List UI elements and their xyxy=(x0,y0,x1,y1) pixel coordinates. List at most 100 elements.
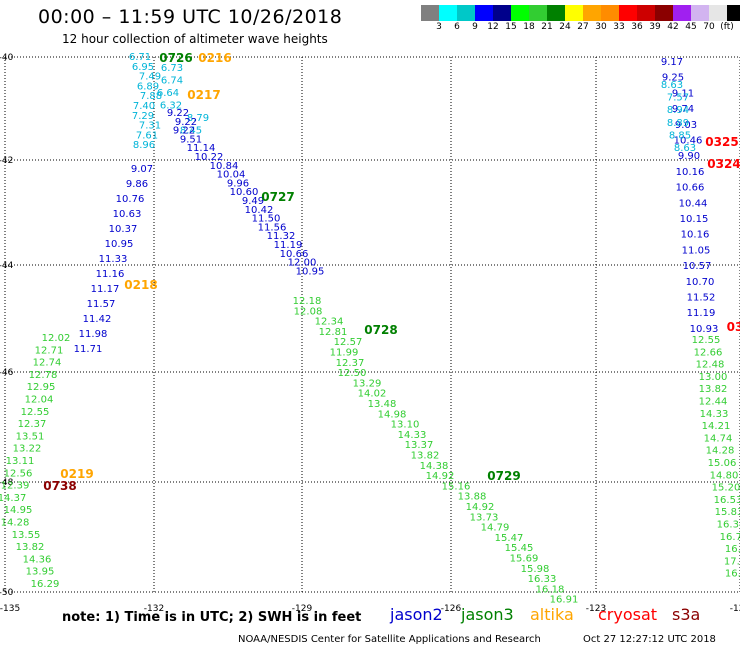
pass-time-label: 0219 xyxy=(60,467,93,481)
wave-height-value: 10.63 xyxy=(113,209,142,220)
wave-height-value: 11.16 xyxy=(96,269,125,280)
wave-height-value: 8.79 xyxy=(187,113,209,124)
wave-height-value: 7.40 xyxy=(133,101,155,112)
color-scale-label: 39 xyxy=(649,22,661,32)
wave-height-value: 12.48 xyxy=(696,360,725,371)
credit-text: NOAA/NESDIS Center for Satellite Applica… xyxy=(238,634,541,645)
color-scale-label: 30 xyxy=(595,22,607,32)
wave-height-value: 14.28 xyxy=(706,446,735,457)
wave-height-value: 7.61 xyxy=(136,130,158,141)
color-swatch xyxy=(529,5,547,21)
wave-height-value: 16.8 xyxy=(725,569,740,580)
wave-height-value: 13.29 xyxy=(353,378,382,389)
wave-height-value: 16.7 xyxy=(725,544,740,555)
pass-time-label: 0729 xyxy=(487,469,520,483)
wave-height-value: 15.47 xyxy=(495,533,524,544)
color-scale-label: 42 xyxy=(667,22,679,32)
wave-height-value: 12.81 xyxy=(319,327,348,338)
wave-height-value: 7.57 xyxy=(667,93,689,104)
wave-height-value: 13.51 xyxy=(16,431,45,442)
wave-height-value: 10.16 xyxy=(676,167,705,178)
wave-height-value: 10.42 xyxy=(245,205,274,216)
wave-height-value: 13.48 xyxy=(368,399,397,410)
wave-height-value: 13.55 xyxy=(12,530,41,541)
color-scale-label: 45 xyxy=(685,22,697,32)
color-swatch xyxy=(511,5,529,21)
color-swatch xyxy=(637,5,655,21)
wave-height-value: 7.88 xyxy=(140,91,162,102)
wave-height-value: 11.17 xyxy=(91,284,120,295)
wave-height-value: 10.84 xyxy=(210,161,239,172)
color-scale-label: 36 xyxy=(631,22,643,32)
wave-height-value: 14.38 xyxy=(420,461,449,472)
wave-height-value: 14.36 xyxy=(23,554,52,565)
wave-height-value: 12.55 xyxy=(692,335,721,346)
wave-height-value: 14.21 xyxy=(702,421,731,432)
lon-tick-label: -135 xyxy=(0,604,20,614)
wave-height-value: 11.33 xyxy=(99,254,128,265)
pass-time-label: 0728 xyxy=(364,323,397,337)
wave-height-value: 12.37 xyxy=(18,419,47,430)
wave-height-value: 12.18 xyxy=(293,296,322,307)
lat-tick-label: -42 xyxy=(0,156,13,166)
pass-time-label: 03 xyxy=(727,320,740,334)
color-swatch xyxy=(421,5,439,21)
wave-height-value: 12.74 xyxy=(33,358,62,369)
wave-height-value: 10.66 xyxy=(676,183,705,194)
wave-height-value: 12.50 xyxy=(338,368,367,379)
color-scale-label: 9 xyxy=(472,22,478,32)
wave-height-value: 13.11 xyxy=(6,456,35,467)
wave-height-value: 9.96 xyxy=(227,178,249,189)
wave-height-value: 17.6 xyxy=(724,556,740,567)
wave-height-value: 8.63 xyxy=(661,80,683,91)
wave-height-value: 12.55 xyxy=(21,407,50,418)
wave-height-value: 6.71 xyxy=(129,52,151,63)
color-scale-label: 24 xyxy=(559,22,571,32)
wave-height-value: 10.95 xyxy=(296,266,325,277)
wave-height-value: 8.89 xyxy=(667,118,689,129)
wave-height-value: 14.02 xyxy=(358,389,387,400)
lon-tick-label: -126 xyxy=(441,604,462,614)
wave-height-value: 12.04 xyxy=(25,395,54,406)
wave-height-value: 10.46 xyxy=(674,136,703,147)
wave-height-value: 10.76 xyxy=(116,194,145,205)
color-scale-label: 70 xyxy=(703,22,715,32)
wave-height-points: 6.716.957.496.897.887.407.297.317.618.96… xyxy=(0,52,740,606)
wave-height-value: 12.95 xyxy=(27,382,56,393)
wave-height-value: 11.99 xyxy=(330,348,359,359)
wave-height-value: 14.37 xyxy=(0,493,26,504)
wave-height-value: 13.37 xyxy=(405,440,434,451)
color-swatch xyxy=(709,5,727,21)
wave-height-value: 11.14 xyxy=(187,143,216,154)
wave-height-value: 12.71 xyxy=(35,345,64,356)
wave-height-value: 11.19 xyxy=(687,308,716,319)
wave-height-value: 16.91 xyxy=(550,595,579,606)
color-scale-label: 27 xyxy=(577,22,589,32)
wave-height-value: 9.22 xyxy=(173,126,195,137)
legend-cryosat: cryosat xyxy=(598,605,658,624)
wave-height-value: 12.34 xyxy=(315,317,344,328)
legend-altika: altika xyxy=(530,605,574,624)
pass-time-label: 0218 xyxy=(124,278,157,292)
wave-height-value: 8.63 xyxy=(674,143,696,154)
pass-time-label: 0727 xyxy=(261,190,294,204)
wave-height-value: 15.45 xyxy=(505,543,534,554)
wave-height-value: 9.07 xyxy=(131,164,153,175)
wave-height-value: 10.93 xyxy=(690,324,719,335)
wave-height-value: 13.82 xyxy=(699,384,728,395)
lon-tick-label: -123 xyxy=(586,604,606,614)
lon-tick-label: -129 xyxy=(292,604,313,614)
wave-height-value: 8.85 xyxy=(669,130,691,141)
wave-height-value: 11.19 xyxy=(274,240,303,251)
wave-height-value: 9.17 xyxy=(661,57,683,68)
generated-timestamp: Oct 27 12:27:12 UTC 2018 xyxy=(583,634,716,645)
color-swatch xyxy=(691,5,709,21)
color-swatch xyxy=(565,5,583,21)
wave-height-value: 14.28 xyxy=(1,518,30,529)
wave-height-value: 8.45 xyxy=(180,126,202,137)
wave-height-value: 16.33 xyxy=(528,574,557,585)
wave-height-value: 16.18 xyxy=(536,584,565,595)
lat-tick-label: -46 xyxy=(0,368,14,378)
